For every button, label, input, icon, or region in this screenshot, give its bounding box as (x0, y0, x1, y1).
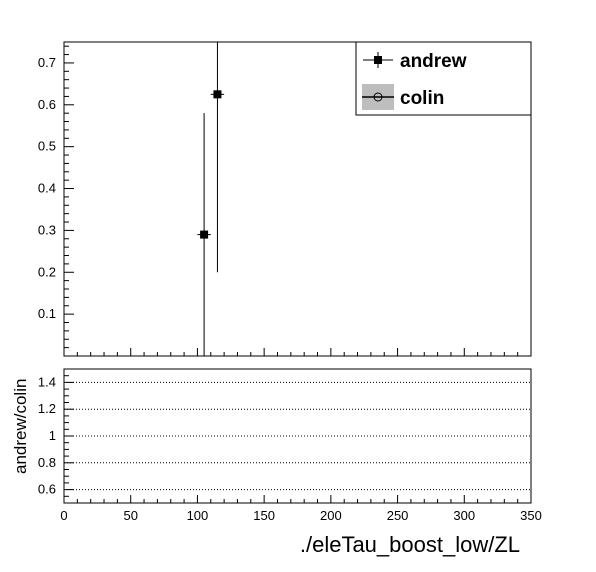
upper-y-tick-label: 0.7 (38, 55, 56, 70)
data-point-andrew (210, 42, 225, 273)
upper-x-axis-ticks (63, 348, 532, 356)
ratio-x-tick-label: 50 (123, 508, 137, 523)
marker-square (213, 90, 222, 99)
upper-data-points (197, 42, 225, 356)
ratio-x-tick-label: 200 (320, 508, 342, 523)
ratio-x-tick-label: 0 (60, 508, 67, 523)
ratio-x-tick-label: 150 (253, 508, 275, 523)
marker-square (200, 230, 209, 239)
data-point-andrew (197, 113, 211, 356)
upper-plot-frame (63, 41, 532, 357)
legend-label-colin: colin (400, 88, 444, 109)
legend-andrew-marker (363, 52, 393, 68)
ratio-x-tick-label: 300 (453, 508, 475, 523)
ratio-y-tick-label: 1.2 (38, 401, 56, 416)
ratio-x-axis: 0 50 100 150 200 250 300 350 (60, 495, 542, 523)
ratio-gridlines (64, 381, 531, 491)
upper-y-tick-label: 0.1 (38, 306, 56, 321)
ratio-y-tick-label: 1 (49, 428, 56, 443)
legend-label-andrew: andrew (400, 51, 467, 72)
ratio-x-tick-label: 100 (187, 508, 209, 523)
ratio-x-tick-label: 350 (520, 508, 542, 523)
ratio-y-axis: 0.6 0.8 1 1.2 1.4 (38, 374, 74, 497)
upper-y-tick-label: 0.2 (38, 264, 56, 279)
x-axis-title: ./eleTau_boost_low/ZL (300, 532, 520, 557)
upper-y-tick-label: 0.5 (38, 139, 56, 154)
legend-colin-marker (362, 84, 394, 110)
upper-y-axis: 0.1 0.2 0.3 0.4 0.5 0.6 0.7 (38, 45, 74, 349)
upper-y-tick-label: 0.6 (38, 97, 56, 112)
upper-y-tick-label: 0.3 (38, 222, 56, 237)
ratio-y-tick-label: 0.6 (38, 482, 56, 497)
legend: andrew colin (355, 41, 532, 116)
ratio-y-tick-label: 1.4 (38, 374, 56, 389)
ratio-x-tick-label: 250 (387, 508, 409, 523)
ratio-y-axis-title: andrew/colin (11, 379, 30, 474)
ratio-y-tick-label: 0.8 (38, 455, 56, 470)
upper-y-tick-label: 0.4 (38, 181, 56, 196)
